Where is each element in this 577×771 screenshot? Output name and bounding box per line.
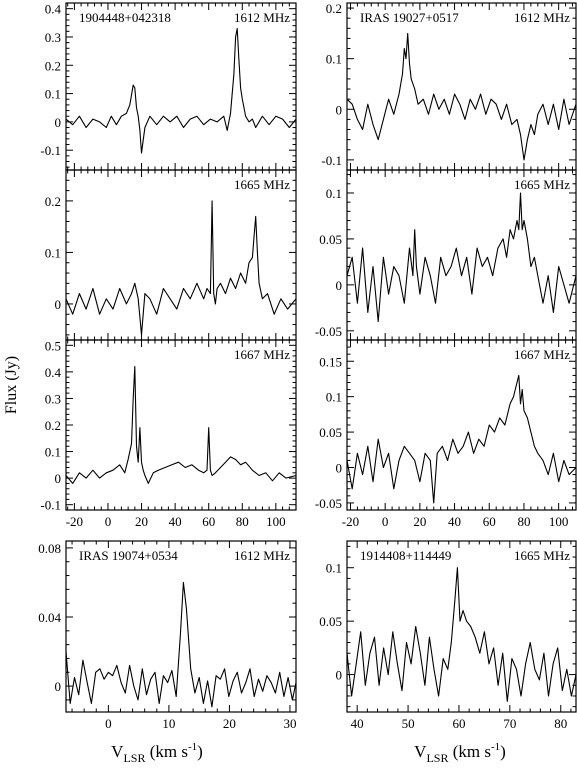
x-tick-label: -20 xyxy=(66,514,83,529)
y-tick-label: 0 xyxy=(55,115,62,130)
spectrum-panel-4: -0.05 0 0.05 0.1 1665 MHz xyxy=(315,169,577,341)
frequency-label: 1667 MHz xyxy=(514,347,570,362)
y-tick-label: 0 xyxy=(336,278,343,293)
frequency-label: 1665 MHz xyxy=(514,548,570,563)
x-tick-label: 80 xyxy=(517,514,530,529)
spectrum-line xyxy=(346,192,577,323)
x-tick-label: 40 xyxy=(169,514,182,529)
y-axis-label: Flux (Jy) xyxy=(3,356,20,414)
spectrum-line xyxy=(346,567,577,702)
source-name: 1904448+042318 xyxy=(79,10,171,25)
x-tick-label: 10 xyxy=(162,716,175,731)
y-tick-label: 0.1 xyxy=(326,390,342,405)
x-tick-label: 50 xyxy=(402,716,415,731)
y-tick-label: 0.1 xyxy=(45,445,61,460)
x-axis-label-left: VLSR (km s-1) xyxy=(111,741,203,765)
plot-frame xyxy=(346,2,577,171)
spectrum-line xyxy=(346,32,577,161)
y-tick-label: 0.1 xyxy=(326,52,342,67)
frequency-label: 1667 MHz xyxy=(234,347,290,362)
x-tick-label: 0 xyxy=(382,514,389,529)
x-tick-label: 0 xyxy=(105,716,112,731)
x-tick-label: 70 xyxy=(503,716,516,731)
y-tick-label: 0 xyxy=(336,102,343,117)
y-tick-label: 0.3 xyxy=(45,391,61,406)
plot-frame xyxy=(346,339,577,511)
x-tick-label: 30 xyxy=(283,716,296,731)
y-tick-label: 0.3 xyxy=(45,30,61,45)
y-tick-label: 0.05 xyxy=(319,614,342,629)
x-tick-label: 20 xyxy=(223,716,236,731)
x-tick-label: 100 xyxy=(266,514,286,529)
spectrum-line xyxy=(65,581,297,708)
y-tick-label: 0.2 xyxy=(45,418,61,433)
x-tick-label: -20 xyxy=(342,514,359,529)
spectrum-panel-5: -0.1 0 0.1 0.2 0.3 0.4 0.5 -20 0 20 40 60 80 100 1667 … xyxy=(40,338,297,529)
y-tick-label: 0.08 xyxy=(38,541,61,556)
y-tick-label: 0.04 xyxy=(38,610,61,625)
y-tick-label: 0 xyxy=(336,461,343,476)
y-tick-label: 0 xyxy=(336,668,343,683)
source-name: 1914408+114449 xyxy=(360,548,451,563)
y-tick-label: 0.2 xyxy=(326,1,342,16)
y-tick-label: 0 xyxy=(55,679,62,694)
spectrum-line xyxy=(65,366,297,484)
frequency-label: 1612 MHz xyxy=(234,548,290,563)
plot-frame xyxy=(65,339,297,511)
y-tick-label: 0.15 xyxy=(319,354,342,369)
frequency-label: 1665 MHz xyxy=(234,177,290,192)
spectrum-line xyxy=(65,200,297,336)
y-tick-label: -0.05 xyxy=(315,496,342,511)
frequency-label: 1665 MHz xyxy=(514,177,570,192)
frequency-label: 1612 MHz xyxy=(514,10,570,25)
y-tick-label: 0.1 xyxy=(45,87,61,102)
plot-frame xyxy=(346,169,577,341)
x-tick-label: 100 xyxy=(549,514,569,529)
spectrum-panel-6: -0.05 0 0.05 0.1 0.15 -20 0 20 40 60 80 100 1667 MHz xyxy=(315,339,577,529)
spectrum-panel-8: 0 0.05 0.1 40 50 60 70 80 1914408+114449 1665 MHz xyxy=(319,540,577,731)
plot-frame xyxy=(65,169,297,341)
spectrum-panel-3: 0 0.1 0.2 1665 MHz xyxy=(45,169,297,341)
y-tick-label: 0.5 xyxy=(45,338,61,353)
x-tick-label: 40 xyxy=(448,514,461,529)
y-tick-label: 0.1 xyxy=(326,561,342,576)
plot-frame xyxy=(346,540,577,713)
y-tick-label: 0.2 xyxy=(45,194,61,209)
x-tick-label: 60 xyxy=(483,514,496,529)
plot-frame xyxy=(65,540,297,713)
spectrum-panel-7: 0 0.04 0.08 0 10 20 30 IRAS 19074+0534 1612 MHz xyxy=(38,540,297,731)
y-tick-label: 0.1 xyxy=(45,245,61,260)
x-tick-label: 20 xyxy=(413,514,426,529)
y-tick-label: 0.4 xyxy=(45,2,62,17)
y-tick-label: 0.05 xyxy=(319,232,342,247)
y-tick-label: 0.05 xyxy=(319,425,342,440)
y-tick-label: 0 xyxy=(55,297,62,312)
spectrum-line xyxy=(65,27,297,154)
frequency-label: 1612 MHz xyxy=(234,10,290,25)
source-name: IRAS 19027+0517 xyxy=(360,10,459,25)
spectrum-line xyxy=(346,374,577,504)
y-tick-label: 0.2 xyxy=(45,58,61,73)
x-tick-label: 20 xyxy=(135,514,148,529)
x-tick-label: 0 xyxy=(105,514,112,529)
x-tick-label: 60 xyxy=(452,716,465,731)
x-tick-label: 80 xyxy=(236,514,249,529)
spectrum-panel-2: -0.1 0 0.1 0.2 IRAS 19027+0517 1612 MHz xyxy=(321,1,577,171)
y-tick-label: -0.05 xyxy=(315,324,342,339)
y-tick-label: 0.1 xyxy=(326,186,342,201)
y-tick-label: -0.1 xyxy=(321,153,342,168)
source-name: IRAS 19074+0534 xyxy=(79,548,178,563)
x-tick-label: 40 xyxy=(351,716,364,731)
plot-frame xyxy=(65,2,297,171)
x-tick-label: 80 xyxy=(554,716,567,731)
y-tick-label: -0.1 xyxy=(40,143,61,158)
spectrum-panel-1: -0.1 0 0.1 0.2 0.3 0.4 1904448+042318 1612 MHz xyxy=(40,2,297,171)
y-tick-label: 0 xyxy=(55,471,62,486)
y-tick-label: -0.1 xyxy=(40,498,61,513)
y-tick-label: 0.4 xyxy=(45,365,62,380)
x-tick-label: 60 xyxy=(202,514,215,529)
x-axis-label-right: VLSR (km s-1) xyxy=(414,741,506,765)
